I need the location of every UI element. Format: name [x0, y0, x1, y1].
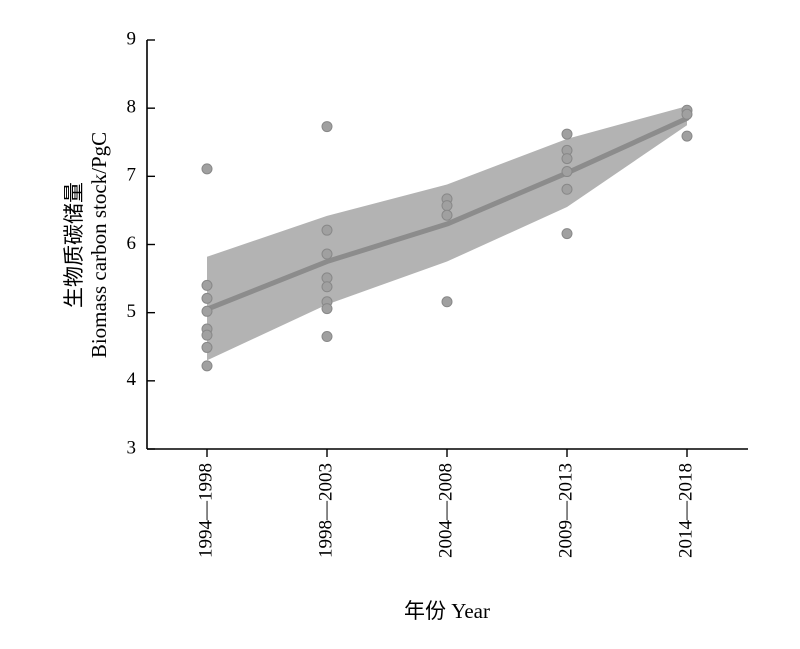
y-tick-label: 9 [127, 28, 137, 49]
y-tick-label: 4 [127, 369, 137, 390]
x-tick-label: 2009—2013 [555, 463, 576, 558]
y-ticks: 3 4 5 6 7 8 9 [127, 28, 155, 458]
y-tick-label: 8 [127, 97, 137, 118]
y-tick-label: 5 [127, 301, 137, 322]
data-point [201, 329, 213, 341]
data-point [201, 305, 213, 317]
confidence-band [207, 106, 687, 361]
fit-line-layer [204, 115, 690, 312]
confidence-band-layer [207, 106, 687, 361]
data-point [321, 121, 333, 133]
data-point [441, 296, 453, 308]
data-points-layer [201, 104, 693, 372]
data-point [321, 331, 333, 343]
data-point [441, 200, 453, 212]
data-point [321, 281, 333, 293]
fit-line [204, 115, 690, 312]
x-ticks: 1994—1998 1998—2003 2004—2008 2009—2013 2014… [195, 449, 696, 558]
data-point [201, 341, 213, 353]
data-point [321, 248, 333, 260]
x-tick-label: 1994—1998 [195, 463, 216, 558]
y-tick-label: 7 [127, 165, 137, 186]
data-point [201, 279, 213, 291]
data-point [561, 153, 573, 165]
data-point [561, 183, 573, 195]
data-point [441, 209, 453, 221]
y-axis-title-cn: 生物质碳储量 [62, 182, 86, 308]
data-point [201, 360, 213, 372]
data-point [201, 163, 213, 175]
data-point [681, 108, 693, 120]
data-point [681, 130, 693, 142]
y-tick-label: 3 [127, 437, 137, 458]
x-tick-label: 2014—2018 [675, 463, 696, 558]
x-tick-label: 1998—2003 [315, 463, 336, 558]
data-point [321, 224, 333, 236]
data-point [201, 292, 213, 304]
data-point [561, 228, 573, 240]
data-point [561, 128, 573, 140]
data-point [321, 303, 333, 315]
y-tick-label: 6 [127, 233, 137, 254]
x-axis-title: 年份 Year [404, 599, 490, 623]
x-tick-label: 2004—2008 [435, 463, 456, 558]
data-point [561, 166, 573, 178]
y-axis-title-en: Biomass carbon stock/PgC [87, 132, 111, 358]
